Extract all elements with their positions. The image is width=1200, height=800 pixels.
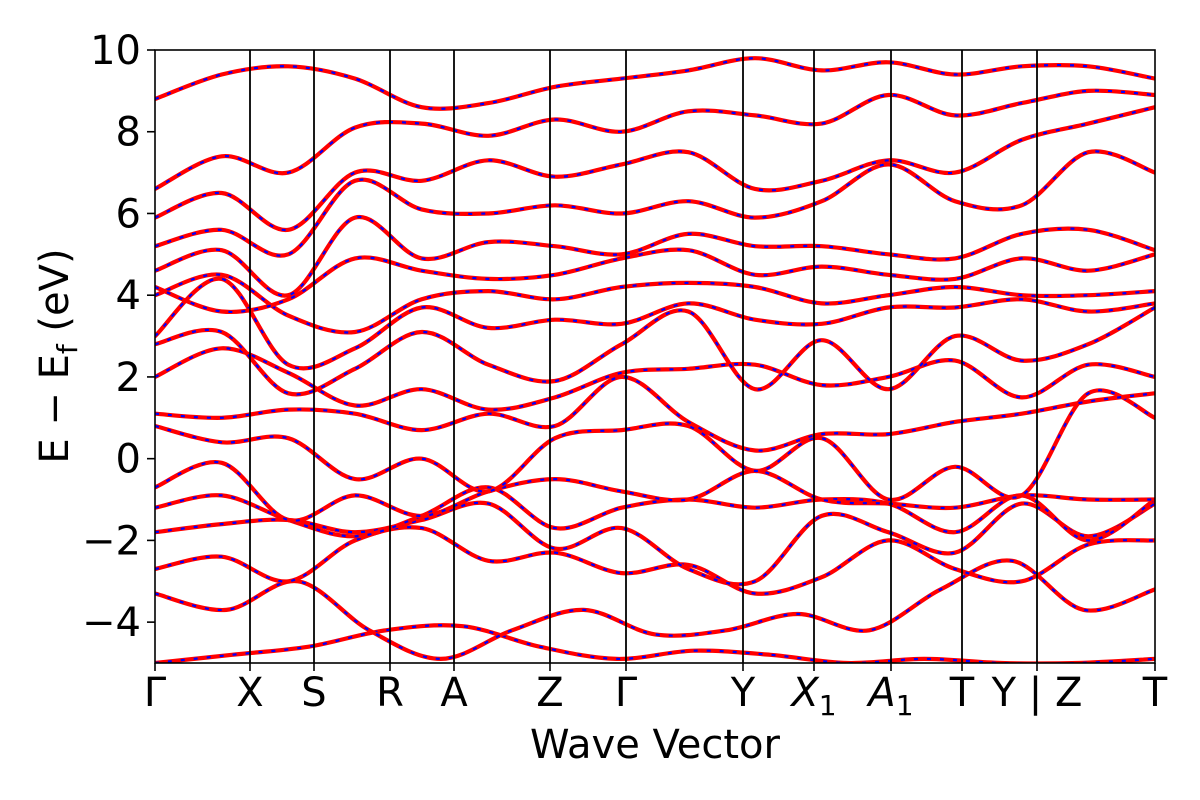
x-tick-label: T <box>949 670 975 716</box>
band-line-15 <box>155 105 1155 232</box>
band-line-dashed-15 <box>155 106 1155 231</box>
band-line-dashed-3 <box>155 501 1155 586</box>
y-tick-label: −2 <box>82 518 141 564</box>
y-axis-label: E − Ef (eV) <box>32 248 84 463</box>
y-tick-label: 10 <box>90 28 141 74</box>
band-line-dashed-14 <box>155 150 1155 257</box>
y-tick-label: −4 <box>82 600 141 646</box>
kpoint-dividers <box>249 50 1038 663</box>
x-axis-label: Wave Vector <box>530 722 781 768</box>
x-tick-label: Z <box>536 670 563 716</box>
x-tick-label: A <box>440 670 468 716</box>
band-line-17 <box>155 56 1155 111</box>
band-line-3 <box>155 500 1155 587</box>
x-tick-label: R <box>376 670 404 716</box>
band-line-12 <box>155 247 1155 315</box>
band-line-dashed-17 <box>155 57 1155 110</box>
x-tick-label: S <box>301 670 326 716</box>
band-line-dashed-6 <box>155 389 1155 501</box>
band-line-dashed-1 <box>155 559 1155 661</box>
y-tick-label: 8 <box>116 110 141 156</box>
band-line-7 <box>155 374 1155 453</box>
band-line-dashed-10 <box>155 277 1155 370</box>
x-tick-label: T <box>1142 670 1168 716</box>
band-line-dashed-9 <box>155 306 1155 396</box>
y-tick-label: 4 <box>116 273 141 319</box>
band-line-0 <box>155 623 1155 663</box>
x-tick-label: X1 <box>789 670 836 722</box>
plot-frame <box>154 49 1156 664</box>
x-axis-ticks: Γ X S R A Z Γ Y X1 A1 T Y | Z T <box>144 663 1168 722</box>
y-axis-ticks: −4 −2 0 2 4 6 8 10 <box>82 28 155 646</box>
y-tick-label: 0 <box>116 437 141 483</box>
x-tick-label: Γ <box>615 670 638 716</box>
band-line-dashed-8 <box>155 347 1155 411</box>
band-line-16 <box>155 88 1155 191</box>
band-line-2 <box>155 525 1155 596</box>
y-tick-label: 6 <box>116 191 141 237</box>
x-tick-label: X <box>236 670 263 716</box>
x-tick-label: Y | Z <box>991 670 1083 716</box>
x-tick-label: Y <box>730 670 756 716</box>
x-tick-label: A1 <box>865 670 913 722</box>
band-line-dashed-7 <box>155 375 1155 452</box>
band-lines <box>155 56 1155 663</box>
band-line-6 <box>155 388 1155 502</box>
band-line-11 <box>155 272 1155 335</box>
x-tick-label: Γ <box>144 670 167 716</box>
band-line-dashed-0 <box>155 624 1155 663</box>
band-line-dashed-13 <box>155 216 1155 297</box>
band-line-dashed-4 <box>155 486 1155 542</box>
y-tick-label: 2 <box>116 355 141 401</box>
